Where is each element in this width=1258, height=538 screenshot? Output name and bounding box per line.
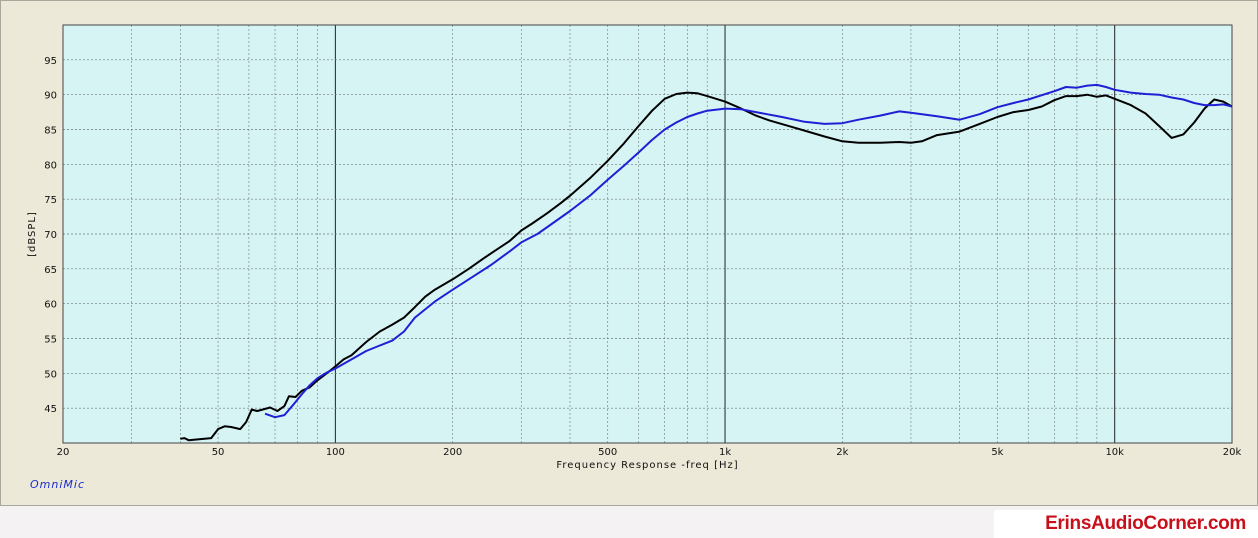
y-tick-label: 85 (44, 126, 57, 137)
watermark-text: ErinsAudioCorner.com (1045, 513, 1246, 534)
y-tick-label: 70 (44, 230, 57, 241)
x-tick-label: 10k (1105, 447, 1124, 458)
omnimic-brand-label: OmniMic (30, 478, 85, 491)
y-axis-title: [dBSPL] (27, 211, 38, 257)
x-tick-label: 50 (212, 447, 225, 458)
y-tick-label: 60 (44, 300, 57, 311)
y-tick-label: 95 (44, 56, 57, 67)
x-axis-title: Frequency Response -freq [Hz] (556, 460, 738, 471)
y-tick-label: 65 (44, 265, 57, 276)
plot-border (62, 24, 1233, 444)
series-line-blue (264, 83, 1232, 419)
x-tick-label: 2k (836, 447, 848, 458)
y-tick-label: 80 (44, 160, 57, 171)
watermark-banner: ErinsAudioCorner.com (994, 510, 1258, 538)
y-tick-label: 50 (44, 369, 57, 380)
y-tick-label: 75 (44, 195, 57, 206)
x-tick-label: 20 (57, 447, 70, 458)
x-tick-label: 20k (1223, 447, 1242, 458)
series-line-black (180, 91, 1232, 442)
y-tick-label: 90 (44, 91, 57, 102)
x-tick-label: 100 (326, 447, 345, 458)
y-tick-label: 45 (44, 404, 57, 415)
frequency-response-chart: 45 50 55 60 65 70 75 80 85 90 95 20 50 100 200 500 1k 2k 5… (27, 24, 1242, 471)
x-tick-label: 500 (598, 447, 617, 458)
y-tick-label: 55 (44, 335, 57, 346)
x-tick-label: 200 (443, 447, 462, 458)
x-tick-label: 1k (719, 447, 731, 458)
x-tick-label: 5k (991, 447, 1003, 458)
